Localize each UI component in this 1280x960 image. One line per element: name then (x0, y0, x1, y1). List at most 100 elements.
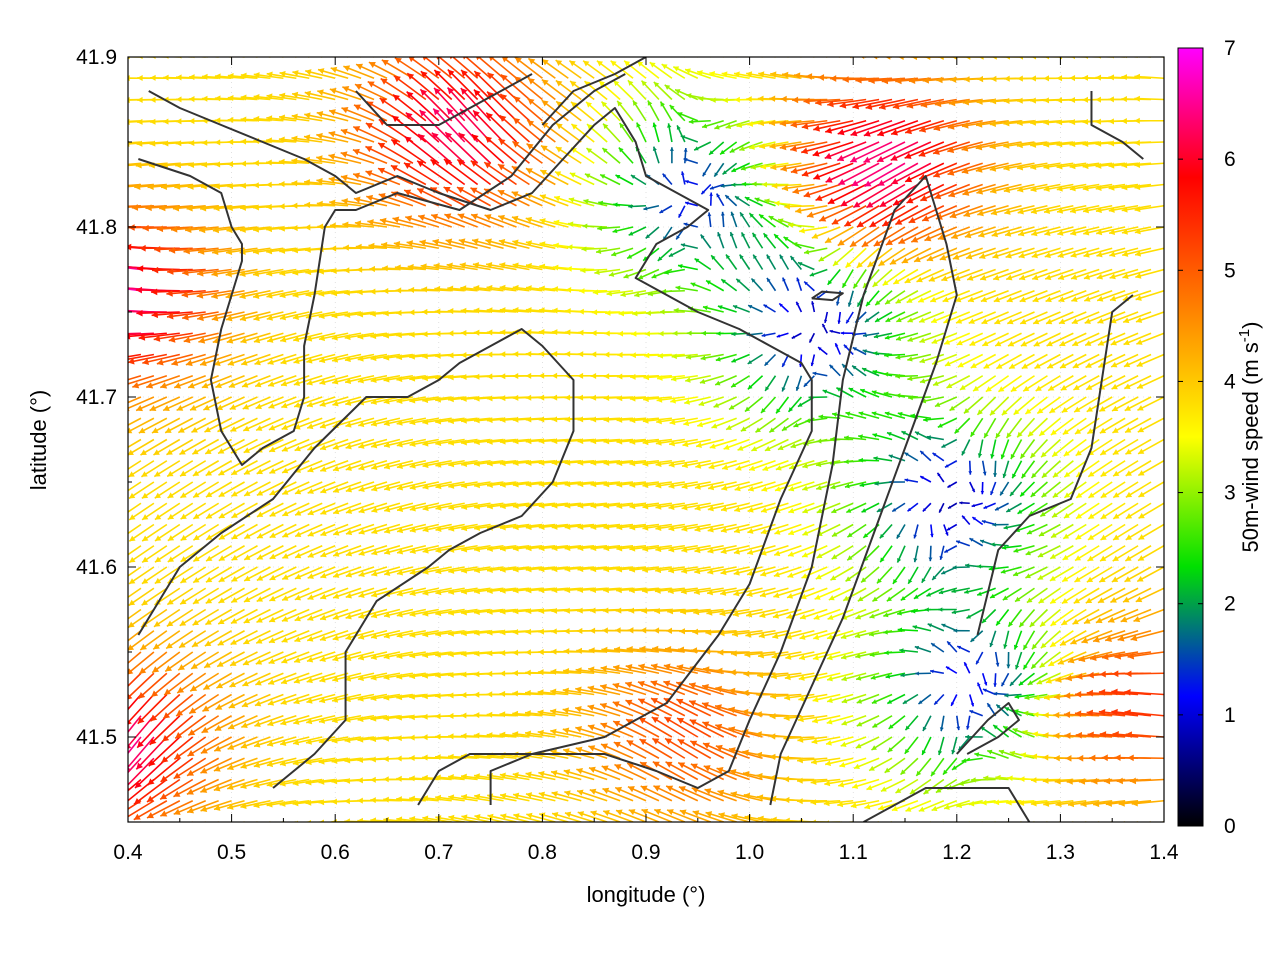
wind-arrow-shaft (419, 88, 453, 122)
wind-arrow-head (620, 291, 626, 298)
wind-arrow-head (435, 589, 442, 596)
wind-arrow-head (715, 723, 723, 731)
wind-arrow-head (832, 412, 837, 417)
wind-arrow-head (305, 291, 312, 298)
wind-arrow-head (357, 716, 364, 723)
wind-arrow-head (142, 358, 150, 366)
wind-arrow-head (474, 482, 481, 489)
wind-arrow-head (101, 669, 108, 676)
wind-arrow-head (161, 756, 169, 763)
wind-arrow-head (306, 677, 313, 684)
wind-arrow-head (525, 481, 532, 488)
wind-arrow-head (538, 502, 545, 509)
wind-arrow-shaft (851, 162, 893, 187)
wind-arrow-head (722, 47, 728, 53)
wind-arrow-head (513, 117, 521, 125)
wind-arrow-head (682, 462, 688, 469)
wind-arrow-head (384, 527, 391, 534)
wind-arrow-head (736, 278, 741, 284)
wind-arrow-head (292, 247, 299, 254)
wind-arrow-head (865, 103, 873, 110)
wind-arrow-head (770, 163, 777, 171)
wind-arrow-head (872, 433, 878, 438)
wind-arrow-head (652, 761, 660, 768)
wind-arrow-head (147, 183, 154, 190)
wind-arrow-head (792, 187, 800, 195)
wind-arrow-head (842, 76, 849, 83)
wind-arrow-head (511, 191, 519, 198)
wind-arrow-head (499, 608, 506, 615)
wind-arrow-head (769, 713, 776, 720)
wind-arrow-head (303, 134, 311, 141)
wind-arrow-head (639, 645, 646, 653)
wind-arrow-shaft (150, 672, 181, 698)
wind-arrow-head (419, 239, 427, 246)
wind-arrow-head (175, 140, 182, 147)
wind-arrow-shaft (966, 821, 970, 822)
wind-arrow-head (715, 704, 722, 711)
wind-arrow-head (616, 545, 623, 552)
wind-arrow-head (396, 632, 403, 639)
wind-arrow-shaft (173, 757, 207, 780)
wind-arrow-head (244, 575, 251, 581)
wind-arrow-head (528, 58, 536, 65)
wind-arrow-head (393, 240, 401, 248)
wind-arrow-head (797, 716, 804, 723)
wind-arrow-head (499, 329, 506, 336)
wind-arrow-head (883, 371, 889, 377)
wind-arrow-head (918, 700, 923, 705)
wind-arrow-head (392, 216, 400, 224)
wind-arrow-shaft (456, 186, 491, 207)
wind-arrow-head (731, 167, 737, 172)
wind-arrow-head (711, 423, 718, 429)
wind-arrow-head (97, 786, 104, 793)
wind-arrow-head (854, 763, 860, 770)
wind-arrow-head (253, 315, 260, 322)
wind-arrow-head (485, 136, 493, 143)
wind-arrow-head (613, 646, 621, 653)
wind-arrow-head (307, 635, 314, 642)
wind-arrow-head (858, 411, 864, 416)
wind-arrow-head (409, 795, 415, 802)
wind-arrow-head (307, 552, 314, 558)
wind-arrow-head (111, 141, 117, 147)
wind-arrow-head (500, 813, 507, 820)
wind-arrow-head (304, 201, 311, 208)
wind-arrow-head (538, 791, 545, 798)
wind-arrow-head (655, 439, 662, 446)
wind-arrow-head (679, 628, 686, 635)
wind-arrow-head (266, 781, 273, 788)
wind-arrow-head (586, 124, 593, 130)
wind-arrow-head (110, 162, 116, 168)
wind-arrow-head (267, 50, 273, 56)
wind-arrow-head (826, 719, 833, 725)
wind-arrow-head (357, 797, 363, 804)
wind-arrow-head (539, 194, 547, 201)
wind-arrow-head (243, 425, 250, 432)
wind-arrow-head (629, 438, 636, 445)
wind-arrow-head (294, 657, 301, 663)
wind-arrow-head (173, 790, 181, 797)
wind-arrow-head (835, 301, 840, 306)
wind-arrow-head (342, 221, 349, 228)
wind-arrow-head (632, 100, 638, 106)
wind-arrow-head (779, 143, 787, 151)
wind-arrow-head (538, 394, 545, 401)
wind-arrow-head (538, 648, 544, 656)
wind-arrow-head (761, 507, 768, 513)
wind-arrow-head (448, 482, 455, 489)
wind-arrow-head (615, 607, 622, 614)
wind-arrow-head (418, 214, 426, 221)
wind-arrow-head (332, 593, 340, 599)
wind-arrow-head (345, 592, 352, 599)
wind-arrow-head (358, 654, 365, 661)
wind-arrow-head (242, 381, 249, 388)
wind-arrow-head (294, 594, 302, 601)
wind-arrow-shaft (499, 93, 530, 122)
wind-arrow-head (743, 670, 750, 678)
wind-arrow-head (345, 550, 353, 557)
wind-arrow-head (332, 356, 339, 363)
wind-arrow-head (734, 47, 740, 53)
wind-arrow-head (191, 663, 198, 669)
wind-arrow-head (278, 158, 285, 165)
